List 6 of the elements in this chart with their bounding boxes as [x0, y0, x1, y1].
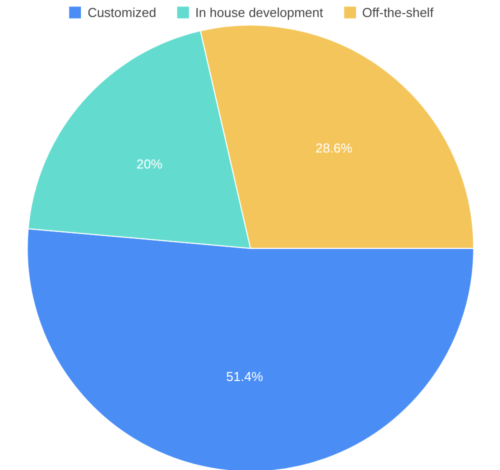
legend-label: Off-the-shelf — [362, 4, 434, 20]
legend-label: Customized — [88, 4, 156, 20]
data-label: 28.6% — [315, 140, 353, 156]
data-label: 20% — [136, 156, 163, 172]
legend-label: In house development — [195, 4, 324, 20]
data-label: 51.4% — [226, 368, 264, 384]
